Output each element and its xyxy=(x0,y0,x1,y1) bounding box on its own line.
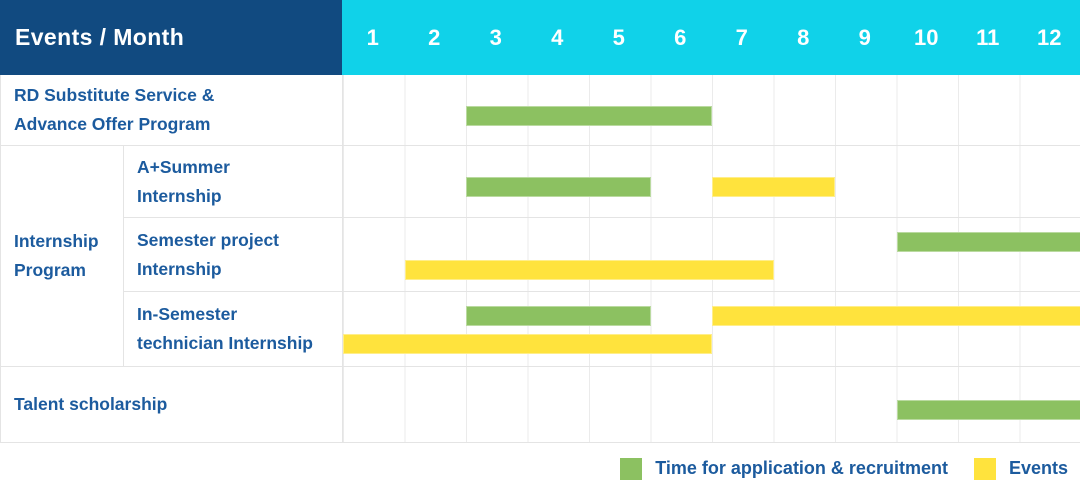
label-line: Semester project xyxy=(137,229,280,250)
month-header-2: 2 xyxy=(428,24,441,50)
month-header-8: 8 xyxy=(797,24,810,50)
legend-item-green: Time for application & recruitment xyxy=(620,457,948,480)
table-body: Internship Program RD Substitute Service &… xyxy=(0,75,1080,443)
table-title: Events / Month xyxy=(15,24,185,50)
month-header-strip: 1 2 3 4 5 6 7 8 9 10 11 12 xyxy=(342,0,1080,75)
chart-cell-rd-substitute-service xyxy=(343,75,1080,146)
semester-project-internship-bar-green xyxy=(896,231,1080,252)
in-semester-technician-internship-bar-yellow xyxy=(343,334,712,355)
month-header-11: 11 xyxy=(976,24,1000,50)
label-line: technician Internship xyxy=(137,333,313,353)
legend-label: Events xyxy=(1008,458,1068,478)
label-line: Internship xyxy=(137,185,222,206)
semester-project-internship-bar-yellow xyxy=(404,259,774,280)
month-header-10: 10 xyxy=(914,24,939,50)
rd-substitute-service-bar-green xyxy=(466,105,712,126)
month-header-5: 5 xyxy=(612,24,625,50)
label-line: Internship xyxy=(137,258,222,279)
month-header-3: 3 xyxy=(489,24,502,50)
chart-cell-semester-project-internship xyxy=(343,218,1080,292)
label-line: Program xyxy=(14,260,86,280)
label-line: A+Summer xyxy=(137,156,230,177)
events-month-header-cell: Events / Month xyxy=(0,0,342,75)
legend-label: Time for application & recruitment xyxy=(655,458,948,478)
in-semester-technician-internship-bar-yellow xyxy=(712,306,1080,327)
legend-swatch-green-icon xyxy=(620,457,643,480)
in-semester-technician-internship-bar-green xyxy=(466,306,651,327)
group-label-internship-program: Internship Program xyxy=(1,146,124,367)
month-header-7: 7 xyxy=(735,24,748,50)
row-label-a-plus-summer-internship: A+Summer Internship xyxy=(124,146,343,218)
label-line: Internship xyxy=(14,231,99,251)
chart-cell-a-plus-summer-internship xyxy=(343,146,1080,218)
label-line: Talent scholarship xyxy=(14,394,168,414)
table-header-row: Events / Month 1 2 3 4 5 6 7 8 9 10 11 12 xyxy=(0,0,1080,75)
legend-swatch-yellow-icon xyxy=(973,457,996,480)
a-plus-summer-internship-bar-green xyxy=(466,177,651,198)
legend: Time for application & recruitment Events xyxy=(0,443,1080,494)
row-label-rd-substitute-service: RD Substitute Service & Advance Offer Pro… xyxy=(1,75,343,146)
chart-cell-in-semester-technician-internship xyxy=(343,292,1080,367)
label-line: RD Substitute Service & xyxy=(14,85,215,105)
a-plus-summer-internship-bar-yellow xyxy=(712,177,835,198)
month-header-1: 1 xyxy=(366,24,379,50)
month-header-4: 4 xyxy=(551,24,564,50)
legend-item-yellow: Events xyxy=(973,457,1068,480)
label-line: In-Semester xyxy=(137,304,238,324)
month-header-6: 6 xyxy=(674,24,687,50)
row-label-semester-project-internship: Semester project Internship xyxy=(124,218,343,292)
talent-scholarship-bar-green xyxy=(896,400,1080,420)
row-label-in-semester-technician-internship: In-Semester technician Internship xyxy=(124,292,343,367)
month-header-12: 12 xyxy=(1037,24,1062,50)
label-line: Advance Offer Program xyxy=(14,114,211,134)
row-label-talent-scholarship: Talent scholarship xyxy=(1,367,343,443)
chart-cell-talent-scholarship xyxy=(343,367,1080,443)
month-header-9: 9 xyxy=(858,24,871,50)
